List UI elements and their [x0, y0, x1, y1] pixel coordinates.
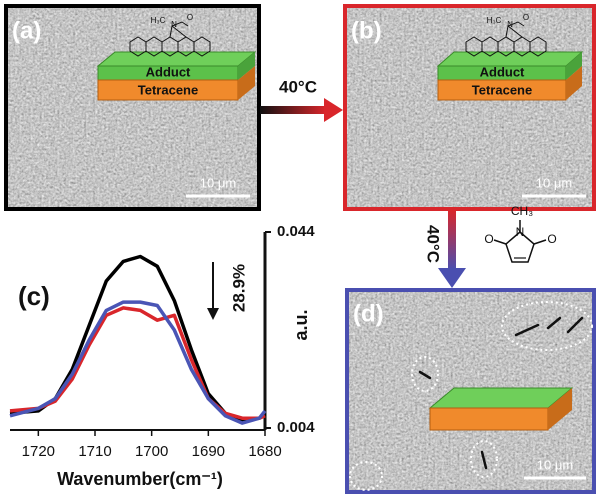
atom-label: H₃C — [487, 16, 502, 25]
atom-label: O — [484, 232, 493, 246]
maleimide: O N O CH₃ — [484, 204, 557, 263]
atom-label: O — [523, 13, 529, 22]
scale-label: 10 μm — [537, 457, 573, 472]
scale-label: 10 μm — [200, 175, 236, 190]
layer-schematic — [428, 387, 574, 431]
highlight-ellipses — [349, 301, 593, 491]
layer-schematic: Adduct Tetracene H₃C N O — [436, 13, 584, 101]
panel-d: (d) 10 μm — [345, 288, 596, 494]
layer-label: Adduct — [146, 64, 191, 79]
x-tick-label: 1680 — [248, 443, 281, 460]
atom-label: N — [516, 225, 525, 239]
x-tick-label: 1720 — [22, 443, 55, 460]
x-tick-label: 1690 — [192, 443, 225, 460]
atom-label: H₃C — [151, 16, 166, 25]
y-tick-label: 0.004 — [277, 419, 315, 436]
panel-b: (b) Adduct Tetracene H₃C N O 10 μm — [343, 4, 596, 211]
atom-label: N — [171, 20, 177, 29]
spectrum-line — [9, 300, 267, 425]
panel-label: (c) — [18, 281, 50, 311]
panel-border — [343, 4, 596, 211]
atom-label: O — [187, 13, 193, 22]
y-tick-label: 0.044 — [277, 223, 315, 240]
layer-label: Tetracene — [472, 82, 532, 97]
x-tick-label: 1700 — [135, 443, 168, 460]
annotation: 28.9% — [229, 264, 248, 312]
x-tick-label: 1710 — [78, 443, 111, 460]
crystals — [418, 316, 584, 470]
layer-label: Tetracene — [138, 82, 198, 97]
atom-label: O — [547, 232, 556, 246]
panel-label: (a) — [12, 17, 41, 44]
arrow-ab: 40°C — [260, 77, 343, 122]
y-axis-title: a.u. — [291, 309, 311, 340]
arrow-label: 40°C — [279, 77, 317, 96]
arrow-bd: 40°C — [424, 210, 466, 288]
spectrum-chart: (c) Wavenumber(cm⁻¹) a.u. 28.9% 1720 1710… — [9, 223, 315, 489]
x-axis-title: Wavenumber(cm⁻¹) — [57, 469, 223, 489]
atom-label: CH₃ — [511, 204, 533, 218]
scale-label: 10 μm — [536, 175, 572, 190]
layer-schematic: Adduct Tetracene H₃C N O — [96, 13, 257, 101]
panel-border — [345, 288, 596, 494]
panel-label: (d) — [353, 300, 384, 327]
panel-label: (b) — [351, 17, 382, 44]
atom-label: N — [507, 20, 513, 29]
layer-label: Adduct — [480, 64, 525, 79]
panel-border — [4, 4, 261, 211]
panel-a: (a) Adduct Tetracene H₃C N O 10 μm — [4, 4, 261, 211]
spectrum-line — [9, 306, 266, 420]
sem-image — [6, 6, 259, 209]
decrease-arrowhead — [207, 308, 219, 320]
arrow-label: 40°C — [424, 225, 443, 263]
